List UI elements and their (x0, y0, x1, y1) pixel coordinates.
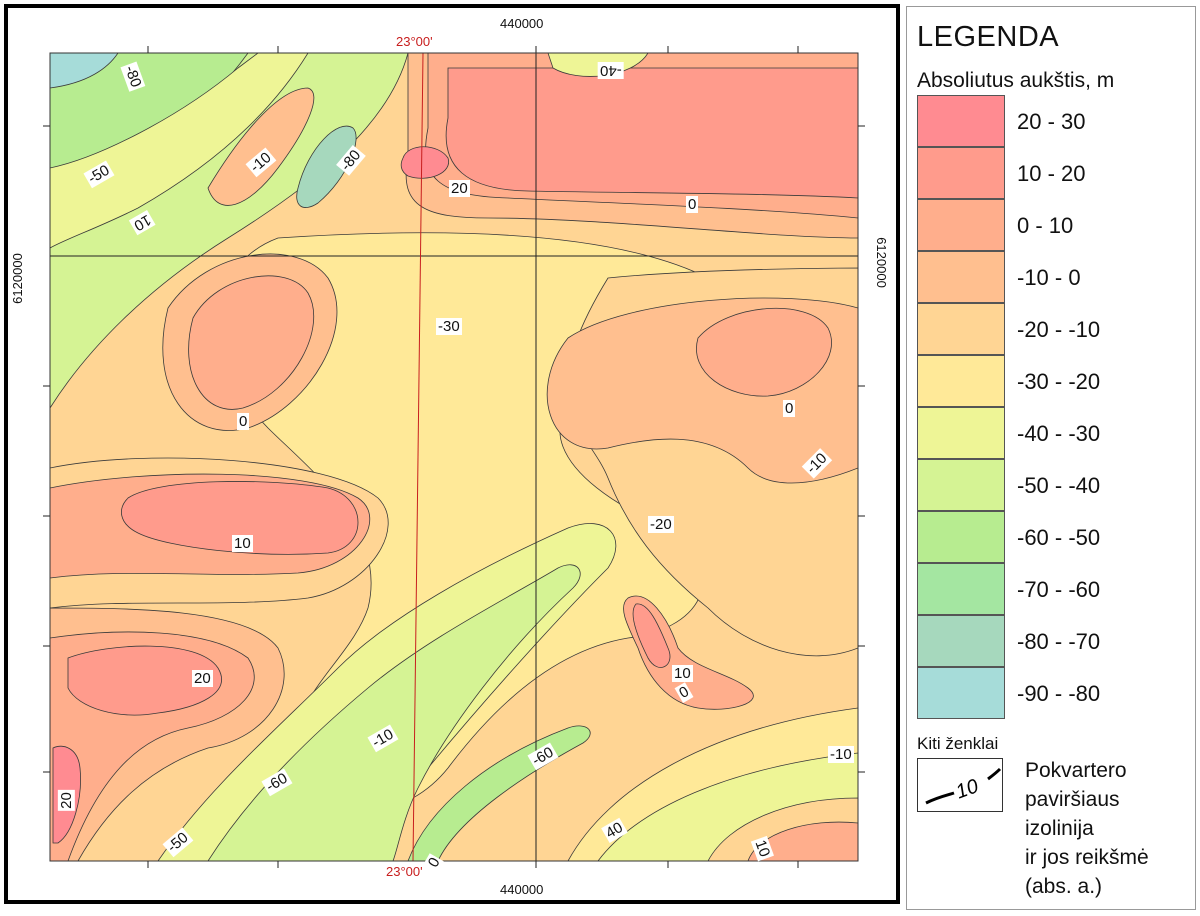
legend-label: 0 - 10 (1017, 213, 1074, 238)
legend-item: -60 - -50 (917, 511, 1187, 563)
isoline-desc-line: izolinija (1025, 817, 1094, 840)
legend-item: 20 - 30 (917, 95, 1187, 147)
legend-item: -30 - -20 (917, 355, 1187, 407)
contour-label: 20 (57, 790, 75, 811)
contour-label: -10 (828, 746, 854, 763)
legend-swatch (917, 667, 1005, 719)
elevation-map (43, 46, 865, 868)
zone-sw-red (67, 645, 222, 716)
legend-subtitle: Absoliutus aukštis, m (917, 69, 1115, 92)
zone-ne-peak (400, 146, 449, 179)
isoline-symbol: 10 (917, 758, 1003, 812)
zone-e-ridge-red (632, 603, 671, 668)
zone-ne-red (445, 67, 858, 199)
other-symbols-title: Kiti ženklai (917, 734, 999, 753)
contour-label: 10 (672, 665, 693, 682)
zone-w-oval-inner (188, 275, 314, 410)
top-longitude-label: 23°00' (396, 34, 433, 49)
legend-item: -80 - -70 (917, 615, 1187, 667)
legend-swatch (917, 355, 1005, 407)
legend-item: -10 - 0 (917, 251, 1187, 303)
contour-label: 0 (783, 400, 796, 417)
isoline-sample-icon: 10 (925, 767, 1002, 805)
contour-label: 0 (686, 196, 699, 213)
zone-nw-ridge-orange (207, 87, 315, 206)
legend-item: 10 - 20 (917, 147, 1187, 199)
legend-swatch (917, 407, 1005, 459)
border-ticks (43, 46, 865, 868)
legend-label: 10 - 20 (1017, 161, 1086, 186)
isoline-desc-line: ir jos reikšmė (1025, 846, 1149, 869)
legend-label: -40 - -30 (1017, 421, 1101, 446)
zone-nw-corner (50, 53, 119, 89)
isoline-desc-line: Pokvartero (1025, 759, 1127, 782)
isoline-desc-line: paviršiaus (1025, 788, 1120, 811)
zone-e-oval (696, 307, 832, 397)
legend-item: -40 - -30 (917, 407, 1187, 459)
legend-swatch (917, 251, 1005, 303)
meridian-line (412, 52, 424, 862)
top-easting-label: 440000 (500, 16, 544, 31)
legend-swatch (917, 147, 1005, 199)
contour-label: 20 (192, 670, 213, 687)
legend-swatch (917, 459, 1005, 511)
zone-s-green-band (207, 564, 581, 861)
legend-swatch (917, 303, 1005, 355)
legend-label: -30 - -20 (1017, 369, 1101, 394)
contour-label: 20 (449, 180, 470, 197)
legend-label: -20 - -10 (1017, 317, 1101, 342)
legend-swatch (917, 615, 1005, 667)
legend-label: -10 - 0 (1017, 265, 1081, 290)
legend-item: -50 - -40 (917, 459, 1187, 511)
legend-label: -90 - -80 (1017, 681, 1101, 706)
legend-swatch (917, 511, 1005, 563)
isoline-desc-line: (abs. a.) (1025, 875, 1103, 898)
bottom-easting-label: 440000 (500, 882, 544, 897)
contour-label: -30 (436, 318, 462, 335)
legend-title: LEGENDA (917, 21, 1060, 53)
contour-label: -40 (598, 62, 624, 79)
isoline-sample-value: 10 (953, 775, 981, 803)
legend-item: -20 - -10 (917, 303, 1187, 355)
right-northing-label: 6120000 (873, 237, 889, 288)
contour-label: 0 (237, 413, 250, 430)
bottom-longitude-label: 23°00' (386, 864, 423, 879)
legend-label: -70 - -60 (1017, 577, 1101, 602)
legend-item: 0 - 10 (917, 199, 1187, 251)
map-frame: 440000 23°00' 440000 23°00' 6120000 6120… (4, 4, 900, 904)
legend-item: -70 - -60 (917, 563, 1187, 615)
legend-swatch (917, 95, 1005, 147)
legend-label: -80 - -70 (1017, 629, 1101, 654)
legend-label: -50 - -40 (1017, 473, 1101, 498)
zone-nw-lime (50, 53, 309, 249)
contour-label: 10 (232, 535, 253, 552)
legend-item: -90 - -80 (917, 667, 1187, 719)
legend-swatch (917, 563, 1005, 615)
legend-label: 20 - 30 (1017, 109, 1086, 134)
legend-swatch (917, 199, 1005, 251)
legend-panel: LEGENDA Absoliutus aukštis, m 20 - 30 10 … (906, 6, 1196, 910)
contour-label: -20 (648, 516, 674, 533)
map-border (49, 52, 859, 862)
zone-w-mid-red (121, 481, 359, 555)
legend-label: -60 - -50 (1017, 525, 1101, 550)
left-northing-label: 6120000 (9, 253, 25, 304)
